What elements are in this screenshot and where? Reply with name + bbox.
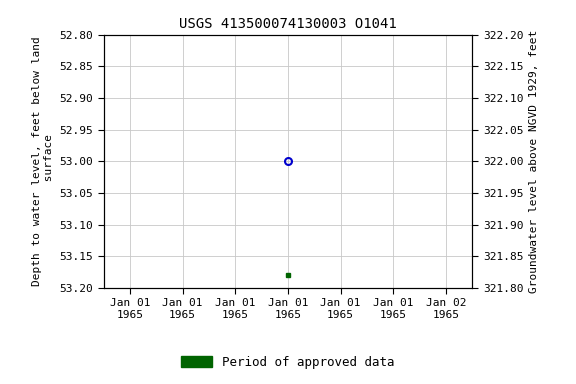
Title: USGS 413500074130003 O1041: USGS 413500074130003 O1041	[179, 17, 397, 31]
Y-axis label: Depth to water level, feet below land
 surface: Depth to water level, feet below land su…	[32, 36, 54, 286]
Legend: Period of approved data: Period of approved data	[176, 351, 400, 374]
Y-axis label: Groundwater level above NGVD 1929, feet: Groundwater level above NGVD 1929, feet	[529, 30, 539, 293]
